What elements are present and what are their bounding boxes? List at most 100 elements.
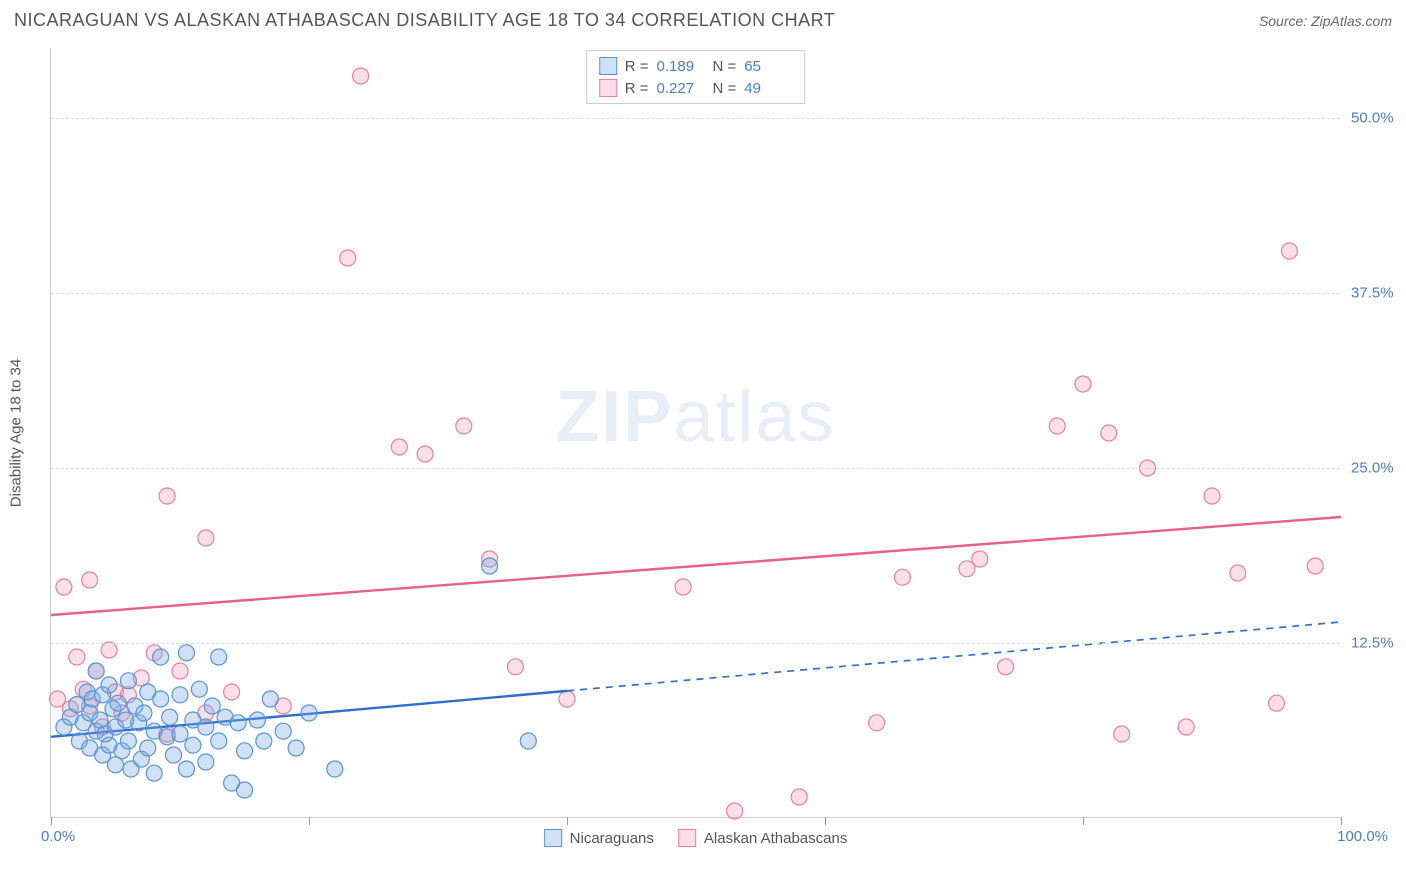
data-point: [185, 737, 201, 753]
data-point: [101, 677, 117, 693]
data-point: [198, 530, 214, 546]
data-point: [211, 649, 227, 665]
y-tick-label: 37.5%: [1351, 285, 1394, 302]
data-point: [204, 698, 220, 714]
legend-series: Nicaraguans Alaskan Athabascans: [544, 829, 848, 847]
data-point: [482, 558, 498, 574]
data-point: [249, 712, 265, 728]
data-point: [727, 803, 743, 819]
chart-title: NICARAGUAN VS ALASKAN ATHABASCAN DISABIL…: [14, 10, 835, 31]
trend-line: [51, 517, 1341, 615]
data-point: [391, 439, 407, 455]
source-name: ZipAtlas.com: [1311, 13, 1392, 29]
data-point: [56, 579, 72, 595]
data-point: [456, 418, 472, 434]
legend-r-label-1: R =: [625, 80, 649, 97]
data-point: [120, 673, 136, 689]
y-tick-label: 25.0%: [1351, 460, 1394, 477]
data-point: [972, 551, 988, 567]
data-point: [1204, 488, 1220, 504]
data-point: [153, 649, 169, 665]
data-point: [110, 695, 126, 711]
x-axis-max-label: 100.0%: [1337, 828, 1388, 845]
y-axis-title: Disability Age 18 to 34: [8, 358, 25, 506]
x-tick: [51, 817, 52, 825]
source-attribution: Source: ZipAtlas.com: [1259, 13, 1392, 29]
data-point: [417, 446, 433, 462]
legend-stats: R = 0.189 N = 65 R = 0.227 N = 49: [586, 50, 806, 104]
data-point: [172, 726, 188, 742]
data-point: [1178, 719, 1194, 735]
legend-swatch-1: [599, 79, 617, 97]
legend-series-swatch-1: [678, 829, 696, 847]
x-tick: [825, 817, 826, 825]
legend-r-label-0: R =: [625, 58, 649, 75]
data-point: [237, 743, 253, 759]
data-point: [869, 715, 885, 731]
y-tick-label: 50.0%: [1351, 110, 1394, 127]
data-point: [162, 709, 178, 725]
data-point: [1101, 425, 1117, 441]
data-point: [791, 789, 807, 805]
data-point: [140, 740, 156, 756]
data-point: [237, 782, 253, 798]
legend-series-item-0: Nicaraguans: [544, 829, 654, 847]
data-point: [101, 642, 117, 658]
data-point: [146, 765, 162, 781]
data-point: [153, 691, 169, 707]
data-point: [262, 691, 278, 707]
chart-plot-area: Disability Age 18 to 34 ZIPatlas R = 0.1…: [50, 48, 1340, 818]
data-point: [88, 663, 104, 679]
x-tick: [567, 817, 568, 825]
data-point: [1114, 726, 1130, 742]
x-tick: [309, 817, 310, 825]
data-point: [159, 488, 175, 504]
data-point: [520, 733, 536, 749]
data-point: [894, 569, 910, 585]
x-axis-min-label: 0.0%: [41, 828, 75, 845]
data-point: [1281, 243, 1297, 259]
legend-series-label-0: Nicaraguans: [570, 830, 654, 847]
y-tick-label: 12.5%: [1351, 635, 1394, 652]
data-point: [353, 68, 369, 84]
data-point: [301, 705, 317, 721]
data-point: [256, 733, 272, 749]
data-point: [211, 733, 227, 749]
data-point: [1269, 695, 1285, 711]
data-point: [198, 754, 214, 770]
data-point: [224, 684, 240, 700]
data-point: [198, 719, 214, 735]
legend-r-val-1: 0.227: [657, 80, 705, 97]
legend-swatch-0: [599, 57, 617, 75]
gridline: [51, 293, 1340, 294]
gridline: [51, 468, 1340, 469]
data-point: [998, 659, 1014, 675]
chart-header: NICARAGUAN VS ALASKAN ATHABASCAN DISABIL…: [14, 10, 1392, 31]
legend-series-item-1: Alaskan Athabascans: [678, 829, 847, 847]
legend-series-swatch-0: [544, 829, 562, 847]
data-point: [507, 659, 523, 675]
legend-stats-row-0: R = 0.189 N = 65: [599, 55, 793, 77]
data-point: [288, 740, 304, 756]
data-point: [172, 663, 188, 679]
data-point: [559, 691, 575, 707]
scatter-svg: [51, 48, 1340, 817]
data-point: [340, 250, 356, 266]
data-point: [120, 733, 136, 749]
data-point: [1075, 376, 1091, 392]
legend-series-label-1: Alaskan Athabascans: [704, 830, 847, 847]
source-prefix: Source:: [1259, 13, 1311, 29]
data-point: [82, 572, 98, 588]
legend-stats-row-1: R = 0.227 N = 49: [599, 77, 793, 99]
data-point: [166, 747, 182, 763]
data-point: [1307, 558, 1323, 574]
data-point: [1230, 565, 1246, 581]
data-point: [327, 761, 343, 777]
data-point: [136, 705, 152, 721]
data-point: [191, 681, 207, 697]
data-point: [178, 761, 194, 777]
legend-n-val-0: 65: [744, 58, 792, 75]
legend-n-label-1: N =: [713, 80, 737, 97]
x-tick: [1341, 817, 1342, 825]
legend-n-val-1: 49: [744, 80, 792, 97]
